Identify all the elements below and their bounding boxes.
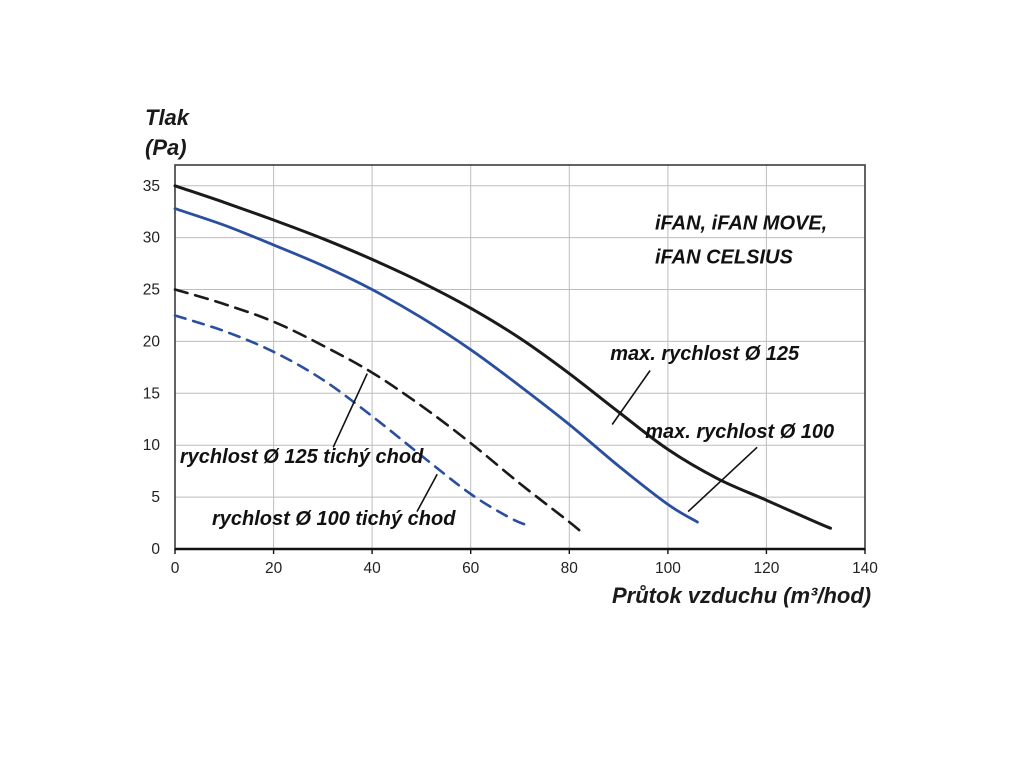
y-tick-label: 0 xyxy=(151,541,160,558)
series-curve-rychlost-125-tich-chod xyxy=(173,288,586,536)
x-tick-label: 0 xyxy=(171,560,180,577)
y-tick-label: 30 xyxy=(143,230,161,247)
brand-annotation-ifan-ifan-move: iFAN, iFAN MOVE, xyxy=(655,212,827,234)
curve-label-rychlost-125-tich-chod: rychlost Ø 125 tichý chod xyxy=(180,446,424,468)
y-tick-label: 20 xyxy=(143,333,161,350)
y-axis-title: Tlak (Pa) xyxy=(145,103,189,162)
series-curve-max-rychlost-100 xyxy=(173,207,699,524)
x-tick-label: 120 xyxy=(753,560,779,577)
y-tick-label: 15 xyxy=(143,385,160,402)
x-tick-label: 20 xyxy=(265,560,283,577)
leader-line-max-rychlost-125 xyxy=(611,370,651,425)
y-axis-title-line1: Tlak xyxy=(145,105,190,130)
series-curve-max-rychlost-125 xyxy=(173,184,832,530)
x-axis-title: Průtok vzduchu (m³/hod) xyxy=(612,583,872,608)
leader-line-rychlost-100-tich-chod xyxy=(416,473,438,512)
x-tick-label: 60 xyxy=(462,560,480,577)
x-tick-label: 100 xyxy=(655,560,681,577)
y-tick-label: 10 xyxy=(143,437,161,454)
curve-label-max-rychlost-100: max. rychlost Ø 100 xyxy=(645,421,834,443)
curve-label-max-rychlost-125: max. rychlost Ø 125 xyxy=(610,343,800,365)
y-tick-label: 25 xyxy=(143,282,160,299)
y-tick-label: 35 xyxy=(143,178,160,195)
leader-line-max-rychlost-100 xyxy=(687,446,758,513)
y-axis-title-line2: (Pa) xyxy=(145,134,187,160)
x-tick-label: 40 xyxy=(363,560,381,577)
brand-annotation-ifan-celsius: iFAN CELSIUS xyxy=(655,247,793,269)
leader-line-rychlost-125-tich-chod xyxy=(332,373,368,448)
curve-label-rychlost-100-tich-chod: rychlost Ø 100 tichý chod xyxy=(212,508,456,530)
x-tick-label: 80 xyxy=(561,560,579,577)
y-tick-label: 5 xyxy=(151,489,160,506)
x-tick-label: 140 xyxy=(852,560,878,577)
series-curve-rychlost-100-tich-chod xyxy=(173,314,532,528)
